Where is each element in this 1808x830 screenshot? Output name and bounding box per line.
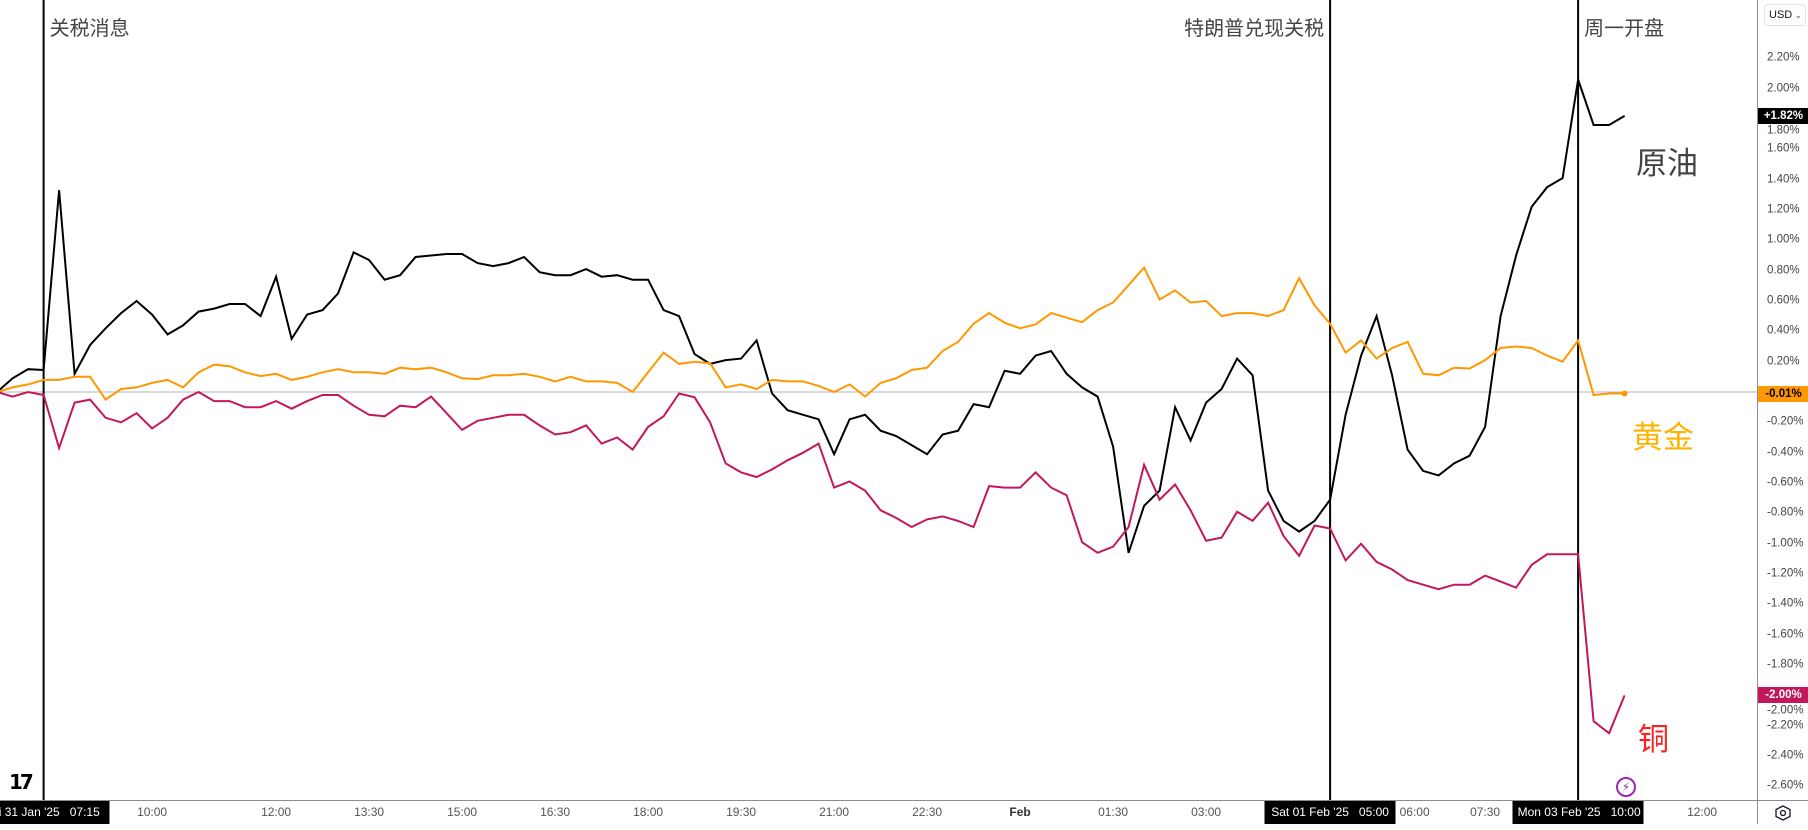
y-tick-label: -2.60% xyxy=(1767,779,1804,792)
y-tick-label: -0.60% xyxy=(1767,476,1804,489)
y-tick-label: -0.80% xyxy=(1767,506,1804,519)
y-tick-label: 0.80% xyxy=(1767,264,1800,277)
y-tick-label: -0.20% xyxy=(1767,415,1804,428)
tradingview-logo[interactable]: 17 xyxy=(9,770,34,794)
marker-time-label: Sat 01 Feb '25 05:00 xyxy=(1264,801,1396,824)
x-tick-label: 03:00 xyxy=(1191,805,1222,819)
event-annotation: 关税消息 xyxy=(49,16,130,40)
series-line-1 xyxy=(0,265,1625,401)
marker-date: Fri 31 Jan '25 xyxy=(0,805,60,819)
y-tick-label: 1.80% xyxy=(1767,124,1800,137)
currency-label: USD xyxy=(1769,9,1793,21)
axis-settings-button[interactable] xyxy=(1757,800,1808,824)
time-axis[interactable]: 10:00 12:00 13:30 15:00 16:30 18:00 19:30 21:00… xyxy=(0,800,1757,824)
x-tick-label: 01:30 xyxy=(1098,805,1129,819)
last-value-badge: -0.01% xyxy=(1758,385,1808,402)
last-value-badge: +1.82% xyxy=(1758,107,1808,124)
y-tick-label: 1.00% xyxy=(1767,233,1800,246)
x-tick-label: 19:30 xyxy=(726,805,757,819)
y-tick-label: 0.60% xyxy=(1767,294,1800,307)
series-line-0 xyxy=(0,79,1626,554)
x-tick-label: 22:30 xyxy=(912,805,943,819)
y-tick-label: 1.20% xyxy=(1767,203,1800,216)
marker-time-label: Mon 03 Feb '25 10:00 xyxy=(1512,801,1644,824)
lightning-icon[interactable]: ⚡︎ xyxy=(1616,777,1636,797)
event-annotation: 特朗普兑现关税 xyxy=(1184,16,1325,40)
y-tick-label: -2.40% xyxy=(1767,749,1804,762)
currency-dropdown[interactable]: USD ⌄ xyxy=(1764,4,1806,26)
y-tick-label: -2.00% xyxy=(1767,704,1804,717)
y-tick-label: 0.40% xyxy=(1767,324,1800,337)
y-tick-label: 1.40% xyxy=(1767,173,1800,186)
y-tick-label: 2.20% xyxy=(1767,51,1800,64)
x-tick-label: 21:00 xyxy=(819,805,850,819)
marker-time: 07:15 xyxy=(69,805,100,819)
x-tick-label: 12:00 xyxy=(1687,805,1718,819)
chart-svg xyxy=(0,0,1757,800)
y-tick-label: 0.20% xyxy=(1767,355,1800,368)
event-annotation: 周一开盘 xyxy=(1584,16,1665,40)
x-tick-label: Feb xyxy=(1009,805,1031,819)
series-line-2 xyxy=(0,390,1626,735)
y-tick-label: -1.20% xyxy=(1767,567,1804,580)
y-tick-label: -1.60% xyxy=(1767,628,1804,641)
x-tick-label: 18:00 xyxy=(633,805,664,819)
y-tick-label: 1.60% xyxy=(1767,142,1800,155)
marker-time: 05:00 xyxy=(1358,805,1389,819)
x-tick-label: 10:00 xyxy=(137,805,168,819)
chart-plot-area[interactable] xyxy=(0,0,1757,800)
y-tick-label: -2.20% xyxy=(1767,719,1804,732)
series-name-label: 铜 xyxy=(1638,722,1669,758)
y-tick-label: -1.40% xyxy=(1767,597,1804,610)
y-tick-label: -0.40% xyxy=(1767,446,1804,459)
last-value-badge: -2.00% xyxy=(1758,687,1808,704)
data-point xyxy=(1621,390,1628,397)
series-name-label: 原油 xyxy=(1636,146,1698,182)
marker-time-label: Fri 31 Jan '25 07:15 xyxy=(0,801,110,824)
x-tick-label: 13:30 xyxy=(354,805,385,819)
y-tick-label: 2.00% xyxy=(1767,82,1800,95)
marker-time: 10:00 xyxy=(1610,805,1641,819)
x-tick-label: 06:00 xyxy=(1399,805,1430,819)
y-tick-label: -1.00% xyxy=(1767,537,1804,550)
marker-date: Mon 03 Feb '25 xyxy=(1517,805,1601,819)
x-tick-label: 12:00 xyxy=(261,805,292,819)
price-axis[interactable]: USD ⌄ +1.82% -0.01% -2.00% 2.20% 2.00% 1.80% 1… xyxy=(1757,0,1808,800)
gear-icon xyxy=(1775,805,1791,821)
x-tick-label: 07:30 xyxy=(1470,805,1501,819)
series-name-label: 黄金 xyxy=(1632,420,1694,456)
y-tick-label: -1.80% xyxy=(1767,658,1804,671)
x-tick-label: 15:00 xyxy=(447,805,478,819)
marker-date: Sat 01 Feb '25 xyxy=(1271,805,1349,819)
x-tick-label: 16:30 xyxy=(540,805,571,819)
chevron-down-icon: ⌄ xyxy=(1794,10,1802,20)
